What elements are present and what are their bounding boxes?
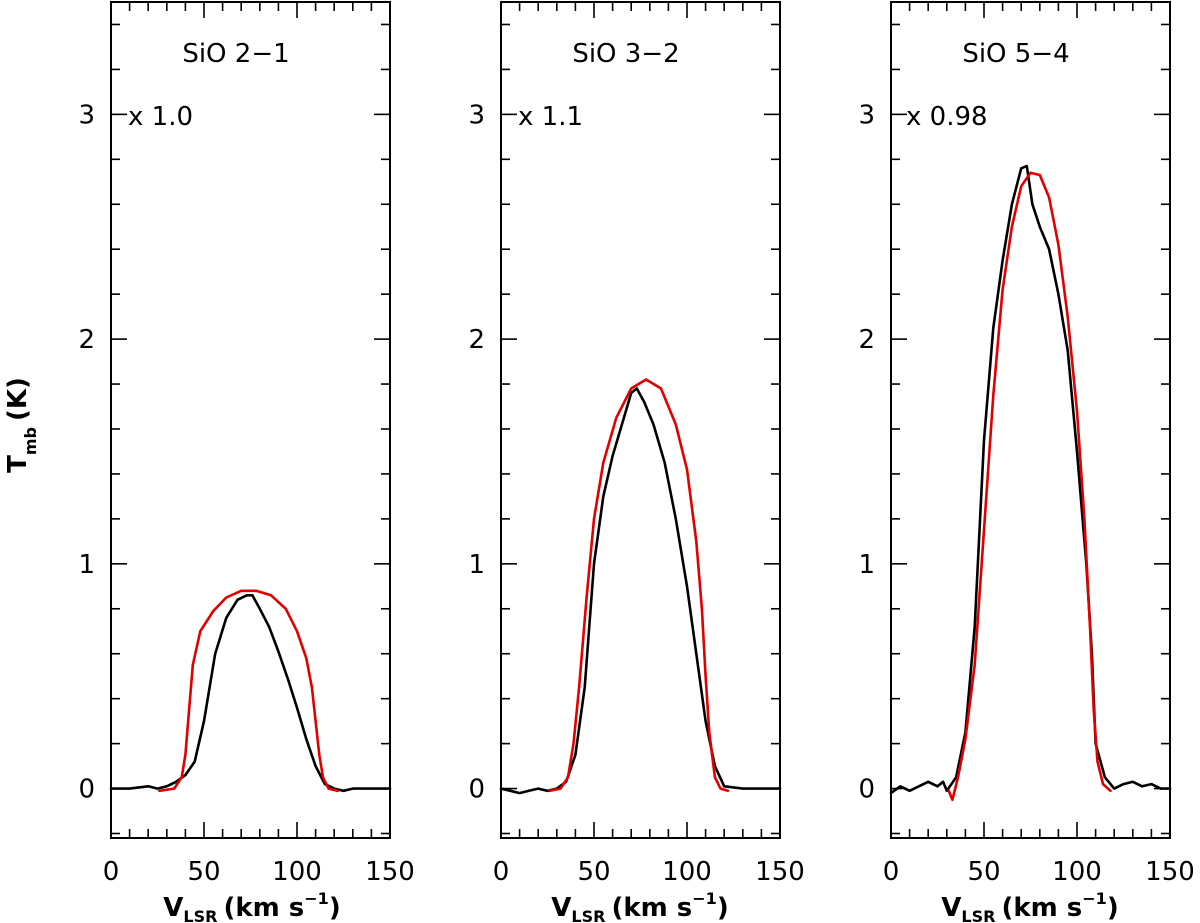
model-line bbox=[158, 589, 340, 793]
x-axis-title: VLSR (km s−1) bbox=[551, 889, 728, 923]
x-axis-title: VLSR (km s−1) bbox=[163, 889, 340, 923]
x-tick-label: 0 bbox=[493, 857, 510, 887]
x-axis-title-symbol: V bbox=[551, 893, 571, 923]
y-tick-label: 0 bbox=[78, 775, 95, 805]
x-axis-title-subscript: LSR bbox=[961, 907, 995, 923]
y-axis-title-subscript: mb bbox=[21, 427, 40, 455]
x-tick-label: 0 bbox=[103, 857, 120, 887]
x-axis-title-close: ) bbox=[329, 893, 341, 923]
x-tick-label: 150 bbox=[1145, 857, 1195, 887]
observed-line bbox=[499, 387, 782, 795]
x-axis-title-symbol: V bbox=[941, 893, 961, 923]
y-axis-title-symbol: T bbox=[3, 455, 33, 473]
x-tick-label: 150 bbox=[755, 857, 805, 887]
y-tick-label: 1 bbox=[468, 550, 485, 580]
x-tick-label: 100 bbox=[662, 857, 712, 887]
x-tick-label: 50 bbox=[577, 857, 610, 887]
x-tick-label: 100 bbox=[272, 857, 322, 887]
x-tick-label: 0 bbox=[883, 857, 900, 887]
panel-title: SiO 3−2 bbox=[572, 39, 679, 69]
y-tick-label: 2 bbox=[78, 325, 95, 355]
x-axis-title-superscript: −1 bbox=[304, 889, 329, 908]
y-tick-label: 2 bbox=[858, 325, 875, 355]
model-line bbox=[548, 378, 730, 793]
y-tick-label: 2 bbox=[468, 325, 485, 355]
scale-label: x 1.0 bbox=[128, 102, 193, 132]
panel-title: SiO 2−1 bbox=[182, 39, 289, 69]
x-axis-title-subscript: LSR bbox=[571, 907, 605, 923]
y-axis-title: Tmb (K) bbox=[3, 377, 40, 473]
x-tick-label: 50 bbox=[967, 857, 1000, 887]
x-tick-label: 100 bbox=[1052, 857, 1102, 887]
observed-line bbox=[889, 164, 1172, 795]
panel-sio-5-4: SiO 5−4 x 0.98 VLSR (km s−1) 0 50 100 150 0 1 2… bbox=[858, 1, 1195, 923]
model-line bbox=[947, 171, 1112, 802]
plot-frame bbox=[890, 1, 1171, 839]
x-axis-title-subscript: LSR bbox=[183, 907, 217, 923]
observed-line bbox=[109, 593, 392, 793]
y-axis-title-unit: (K) bbox=[3, 377, 33, 421]
y-tick-label: 3 bbox=[78, 100, 95, 130]
x-axis-title-superscript: −1 bbox=[1082, 889, 1107, 908]
plot-frame bbox=[500, 1, 781, 839]
y-tick-label: 0 bbox=[468, 775, 485, 805]
scale-label: x 0.98 bbox=[906, 102, 988, 132]
scale-label: x 1.1 bbox=[518, 102, 583, 132]
y-tick-label: 0 bbox=[858, 775, 875, 805]
panel-sio-2-1: SiO 2−1 x 1.0 VLSR (km s−1) 0 50 100 150 0 1 2 3 bbox=[78, 1, 415, 923]
x-axis-title-unit: (km s bbox=[1001, 893, 1082, 923]
x-axis-title-unit: (km s bbox=[223, 893, 304, 923]
x-tick-label: 50 bbox=[187, 857, 220, 887]
y-tick-label: 1 bbox=[78, 550, 95, 580]
x-axis-title-close: ) bbox=[1107, 893, 1119, 923]
panel-sio-3-2: SiO 3−2 x 1.1 VLSR (km s−1) 0 50 100 150 0 1 2 3 bbox=[468, 1, 805, 923]
panel-title: SiO 5−4 bbox=[962, 39, 1069, 69]
x-axis-title-symbol: V bbox=[163, 893, 183, 923]
x-axis-title: VLSR (km s−1) bbox=[941, 889, 1118, 923]
x-axis-title-unit: (km s bbox=[611, 893, 692, 923]
y-tick-label: 3 bbox=[468, 100, 485, 130]
y-tick-label: 1 bbox=[858, 550, 875, 580]
x-axis-title-close: ) bbox=[717, 893, 729, 923]
plot-frame bbox=[110, 1, 391, 839]
x-axis-title-superscript: −1 bbox=[692, 889, 717, 908]
x-tick-label: 150 bbox=[365, 857, 415, 887]
y-tick-label: 3 bbox=[858, 100, 875, 130]
